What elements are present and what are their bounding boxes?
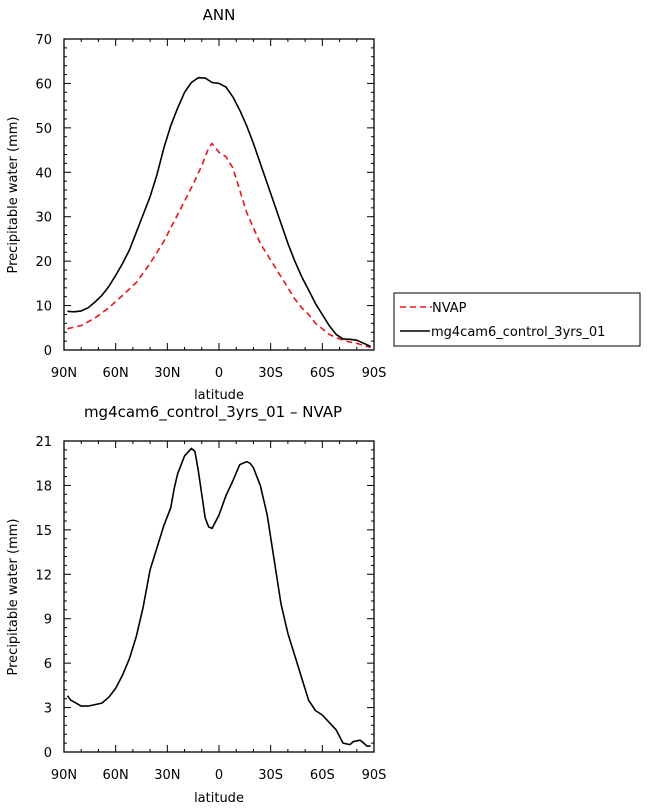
y-tick-label: 6 (44, 657, 52, 672)
legend-label-model: mg4cam6_control_3yrs_01 (431, 325, 605, 340)
legend: NVAP mg4cam6_control_3yrs_01 (393, 292, 641, 347)
x-tick-label: 90N (51, 366, 77, 381)
y-axis-title: Precipitable water (mm) (6, 117, 21, 274)
y-tick-label: 10 (35, 300, 52, 315)
x-axis-title: latitude (194, 791, 244, 806)
series-line-mg4cam6-control-3yrs-01 (67, 76, 371, 348)
x-tick-label: 30S (258, 366, 283, 381)
y-tick-label: 40 (35, 166, 52, 181)
series-group (67, 76, 371, 349)
plot-frame (63, 38, 375, 351)
y-tick-label: 9 (44, 613, 52, 628)
series-line-nvap (67, 142, 371, 349)
series-group (66, 447, 371, 747)
tick-group: 0 3 6 9 12 15 18 21 90N 60N 30N 0 30S 60S 90S (35, 435, 386, 783)
x-tick-label: 60N (103, 366, 129, 381)
panel-annual: ANN latitude Precipitable water (mm) 0 10… (6, 6, 386, 403)
x-tick-label: 30N (154, 768, 180, 783)
y-tick-label: 30 (35, 211, 52, 226)
y-tick-label: 12 (35, 568, 52, 583)
y-tick-label: 20 (35, 255, 52, 270)
x-tick-label: 30S (258, 768, 283, 783)
plot-frame (63, 440, 375, 753)
y-tick-label: 70 (35, 33, 52, 48)
y-tick-label: 60 (35, 77, 52, 92)
y-tick-label: 3 (44, 702, 52, 717)
x-tick-label: 0 (215, 768, 223, 783)
legend-label-nvap: NVAP (432, 301, 467, 316)
x-tick-label: 60S (310, 366, 335, 381)
y-tick-label: 0 (44, 344, 52, 359)
x-axis-title: latitude (194, 388, 244, 403)
y-axis-title: Precipitable water (mm) (6, 519, 21, 676)
legend-box (393, 292, 641, 347)
tick-group: 0 10 20 30 40 50 60 70 90N 60N 30N 0 30S 60S 90S (35, 33, 386, 381)
x-tick-label: 60N (103, 768, 129, 783)
y-tick-label: 50 (35, 122, 52, 137)
x-tick-label: 60S (310, 768, 335, 783)
y-tick-label: 0 (44, 746, 52, 761)
panel-difference: mg4cam6_control_3yrs_01 – NVAP latitude … (6, 403, 386, 806)
y-tick-label: 18 (35, 479, 52, 494)
x-tick-label: 0 (215, 366, 223, 381)
x-tick-label: 90S (362, 366, 387, 381)
y-tick-label: 15 (35, 524, 52, 539)
chart-title: ANN (203, 6, 236, 24)
x-tick-label: 90S (362, 768, 387, 783)
y-tick-label: 21 (35, 435, 52, 450)
x-tick-label: 30N (154, 366, 180, 381)
x-tick-label: 90N (51, 768, 77, 783)
series-line-difference (66, 447, 371, 747)
chart-title: mg4cam6_control_3yrs_01 – NVAP (84, 403, 342, 422)
